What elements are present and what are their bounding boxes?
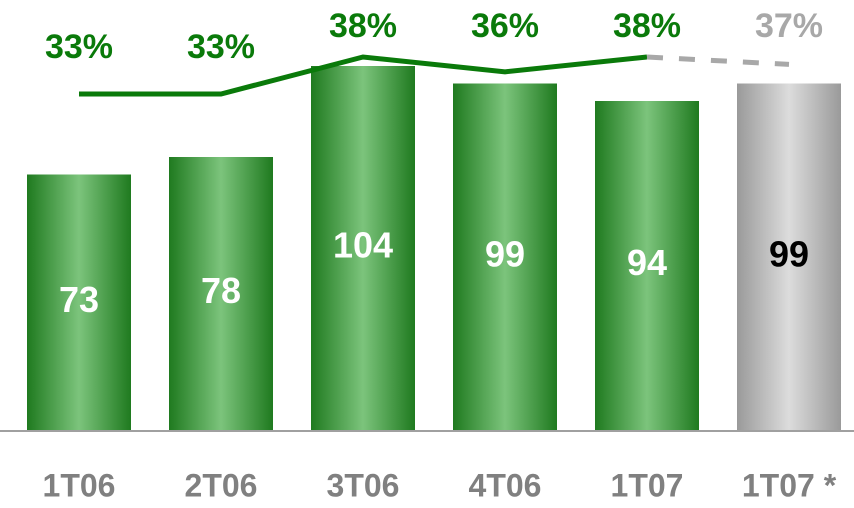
line-projection <box>646 54 790 67</box>
bar-label: 104 <box>333 225 393 266</box>
bar <box>595 101 699 430</box>
line-label: 37% <box>755 7 823 45</box>
bar <box>169 157 273 430</box>
bar-label: 94 <box>627 242 667 283</box>
line-label: 36% <box>471 7 539 45</box>
x-tick-label: 3T06 <box>327 467 400 503</box>
bar-label: 78 <box>201 270 241 311</box>
line-label: 33% <box>45 28 113 66</box>
x-tick-label: 1T07 <box>611 467 684 503</box>
x-tick-label: 4T06 <box>469 467 542 503</box>
bar-label: 99 <box>769 233 809 274</box>
line-label: 38% <box>329 7 397 45</box>
bar-label: 99 <box>485 233 525 274</box>
line-label: 38% <box>613 7 681 45</box>
bar <box>737 83 841 430</box>
bar <box>311 66 415 430</box>
x-tick-label: 2T06 <box>185 467 258 503</box>
bar-label: 73 <box>59 279 99 320</box>
bar <box>27 174 131 430</box>
line-label: 33% <box>187 28 255 66</box>
x-tick-label: 1T07 * <box>742 467 837 503</box>
x-tick-label: 1T06 <box>43 467 116 503</box>
line <box>79 54 648 97</box>
bar <box>453 83 557 430</box>
